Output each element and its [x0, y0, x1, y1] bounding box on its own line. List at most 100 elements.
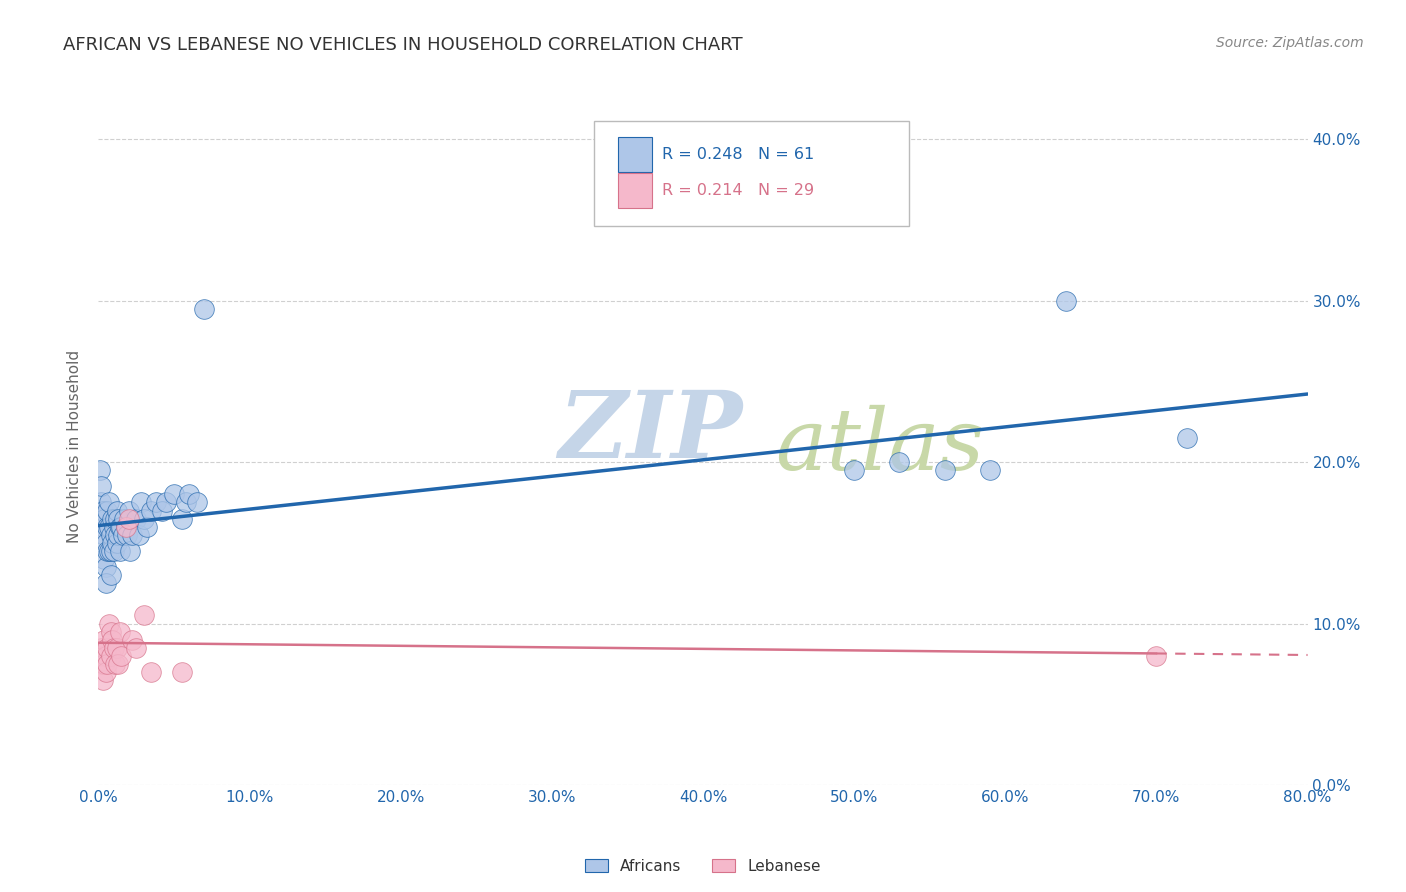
Point [121, 528, 143, 542]
Point [89, 648, 111, 663]
Point [101, 632, 124, 647]
Point [104, 657, 127, 671]
Point [889, 455, 911, 469]
Point [91, 503, 114, 517]
Point [979, 463, 1001, 477]
Y-axis label: No Vehicles in Household: No Vehicles in Household [67, 350, 83, 542]
Point [110, 519, 132, 533]
Point [150, 503, 173, 517]
Point [163, 487, 186, 501]
Text: atlas: atlas [776, 405, 984, 487]
Text: ZIP: ZIP [558, 387, 742, 477]
Point [114, 519, 136, 533]
Point [174, 495, 197, 509]
Point [98, 519, 121, 533]
Point [145, 495, 167, 509]
Point [1175, 431, 1198, 445]
Point [107, 511, 129, 525]
Point [94, 576, 117, 591]
Point [90, 657, 112, 671]
Point [96, 640, 118, 655]
Point [111, 528, 134, 542]
Point [100, 648, 122, 663]
Point [98, 616, 121, 631]
Point [115, 528, 138, 542]
Text: Source: ZipAtlas.com: Source: ZipAtlas.com [1216, 36, 1364, 50]
Point [104, 511, 127, 525]
Point [1144, 648, 1167, 663]
FancyBboxPatch shape [595, 120, 908, 226]
Point [179, 487, 201, 501]
Text: R = 0.248   N = 61: R = 0.248 N = 61 [662, 147, 814, 162]
Point [108, 519, 131, 533]
Point [121, 632, 143, 647]
Point [193, 301, 215, 316]
Point [91, 519, 114, 533]
Point [93, 552, 115, 566]
Text: AFRICAN VS LEBANESE NO VEHICLES IN HOUSEHOLD CORRELATION CHART: AFRICAN VS LEBANESE NO VEHICLES IN HOUSE… [63, 36, 742, 54]
Bar [619, 173, 652, 208]
Point [94, 536, 117, 550]
Point [1054, 293, 1077, 308]
Point [114, 519, 136, 533]
Point [141, 503, 163, 517]
Point [100, 528, 122, 542]
Point [100, 544, 122, 558]
Point [186, 495, 208, 509]
Point [155, 495, 177, 509]
Point [107, 528, 129, 542]
Point [108, 544, 131, 558]
Point [93, 632, 115, 647]
Point [120, 544, 142, 558]
Point [128, 528, 150, 542]
Point [108, 624, 131, 639]
Point [170, 665, 193, 679]
Point [100, 568, 122, 582]
Point [103, 640, 125, 655]
Legend: Africans, Lebanese: Africans, Lebanese [579, 853, 827, 880]
Point [96, 519, 118, 533]
Point [90, 479, 112, 493]
Point [90, 640, 112, 655]
Point [101, 536, 124, 550]
Point [118, 511, 141, 525]
Point [104, 528, 127, 542]
Point [110, 648, 132, 663]
Point [129, 495, 152, 509]
Point [844, 463, 866, 477]
Bar [619, 136, 652, 172]
Point [96, 544, 118, 558]
Point [125, 640, 148, 655]
Point [132, 511, 155, 525]
Point [96, 503, 118, 517]
Point [141, 665, 163, 679]
Point [93, 511, 115, 525]
Point [96, 657, 118, 671]
Point [132, 608, 155, 623]
Point [100, 624, 122, 639]
Point [103, 519, 125, 533]
Point [103, 544, 125, 558]
Text: R = 0.214   N = 29: R = 0.214 N = 29 [662, 183, 814, 198]
Point [91, 673, 114, 687]
Point [112, 511, 135, 525]
Point [89, 463, 111, 477]
Point [98, 495, 121, 509]
Point [101, 511, 124, 525]
Point [94, 560, 117, 574]
Point [105, 503, 128, 517]
Point [98, 544, 121, 558]
Point [90, 495, 112, 509]
Point [105, 536, 128, 550]
Point [135, 519, 157, 533]
Point [94, 648, 117, 663]
Point [107, 657, 129, 671]
Point [91, 648, 114, 663]
Point [118, 503, 141, 517]
Point [93, 657, 115, 671]
Point [93, 528, 115, 542]
Point [105, 640, 128, 655]
Point [125, 511, 148, 525]
Point [94, 665, 117, 679]
Point [934, 463, 956, 477]
